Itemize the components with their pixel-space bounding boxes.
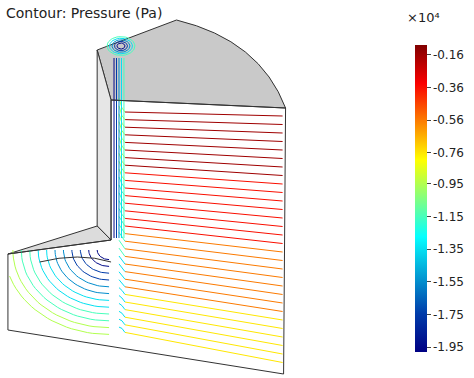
svg-text:-0.16: -0.16 xyxy=(433,48,464,62)
svg-text:-1.55: -1.55 xyxy=(433,275,464,289)
svg-text:-0.76: -0.76 xyxy=(433,146,464,160)
svg-text:-1.35: -1.35 xyxy=(433,242,464,256)
svg-text:-0.36: -0.36 xyxy=(433,81,464,95)
svg-text:×10⁴: ×10⁴ xyxy=(407,10,440,25)
svg-text:-1.75: -1.75 xyxy=(433,308,464,322)
svg-text:Contour: Pressure (Pa): Contour: Pressure (Pa) xyxy=(6,5,162,21)
svg-text:-1.15: -1.15 xyxy=(433,210,464,224)
svg-text:-1.95: -1.95 xyxy=(433,340,464,354)
svg-text:-0.56: -0.56 xyxy=(433,113,464,127)
svg-text:-0.95: -0.95 xyxy=(433,177,464,191)
